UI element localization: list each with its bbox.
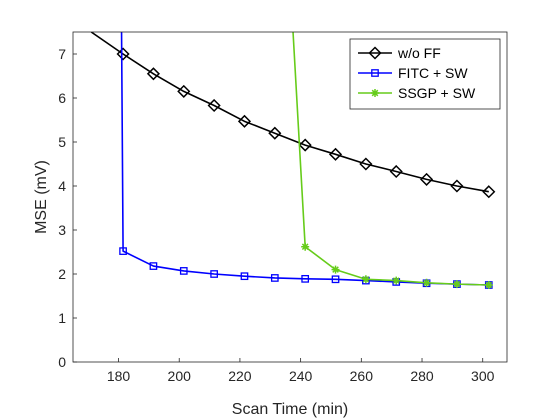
y-tick-label-4: 4 [58, 178, 66, 194]
series-1-point-8 [331, 275, 340, 284]
legend-marker-2 [371, 89, 379, 97]
series-2-point-1 [301, 242, 310, 251]
y-tick-label-1: 1 [58, 310, 66, 326]
series-0-point-10 [389, 164, 403, 179]
series-line-2 [292, 32, 489, 286]
series-0-point-1 [116, 47, 130, 61]
series-2-point-5 [422, 278, 431, 287]
y-tick-label-3: 3 [58, 222, 66, 238]
series-1-point-5 [240, 272, 249, 281]
y-tick-label-6: 6 [58, 90, 66, 106]
series-0-point-6 [268, 126, 282, 140]
x-tick-label-6: 300 [471, 368, 495, 384]
series-2-point-3 [361, 275, 370, 284]
ticks-layer: 180 200 220 240 260 280 300 0 1 2 3 4 5 6 7 [58, 46, 494, 384]
x-tick-label-1: 200 [168, 368, 192, 384]
series-0-point-13 [482, 185, 496, 199]
legend-label-0: w/o FF [397, 45, 441, 61]
y-tick-label-7: 7 [58, 46, 66, 62]
series-0-point-2 [146, 67, 160, 81]
series-0-point-3 [177, 84, 191, 98]
series-1-point-1 [119, 247, 127, 255]
series-0-point-5 [237, 114, 252, 128]
series-2 [292, 32, 493, 289]
series-0-point-9 [359, 157, 373, 171]
legend: w/o FF FITC + SW SSGP + SW [349, 38, 501, 110]
series-0 [90, 32, 496, 199]
series-2-point-7 [484, 281, 493, 289]
y-tick-label-5: 5 [58, 134, 66, 150]
x-axis-label: Scan Time (min) [232, 401, 348, 418]
y-tick-label-0: 0 [58, 354, 66, 370]
legend-marker-1 [371, 69, 379, 77]
x-tick-label-0: 180 [107, 368, 131, 384]
series-1-point-7 [301, 274, 310, 283]
series-0-point-12 [450, 179, 464, 193]
series-0-point-4 [207, 98, 221, 113]
y-tick-label-2: 2 [58, 266, 66, 282]
series-1-point-2 [149, 262, 158, 270]
plot-frame [72, 31, 508, 363]
series-layer [90, 32, 496, 289]
series-1-point-6 [270, 274, 279, 282]
x-tick-label-2: 220 [228, 368, 252, 384]
series-0-point-11 [420, 172, 434, 186]
legend-box [349, 38, 501, 110]
series-2-point-6 [452, 280, 461, 289]
series-1-point-4 [210, 270, 218, 278]
series-0-point-7 [298, 138, 312, 152]
legend-label-2: SSGP + SW [398, 85, 476, 101]
series-2-point-4 [392, 276, 401, 285]
y-axis-label: MSE (mV) [33, 160, 50, 234]
series-1-point-3 [179, 267, 188, 275]
series-2-point-2 [331, 265, 340, 274]
x-tick-label-5: 280 [410, 368, 434, 384]
x-tick-label-4: 260 [350, 368, 374, 384]
legend-marker-0 [368, 46, 382, 60]
legend-label-1: FITC + SW [398, 65, 468, 81]
legend-items: w/o FF FITC + SW SSGP + SW [358, 45, 476, 101]
x-tick-label-3: 240 [289, 368, 313, 384]
series-0-point-8 [328, 147, 343, 161]
